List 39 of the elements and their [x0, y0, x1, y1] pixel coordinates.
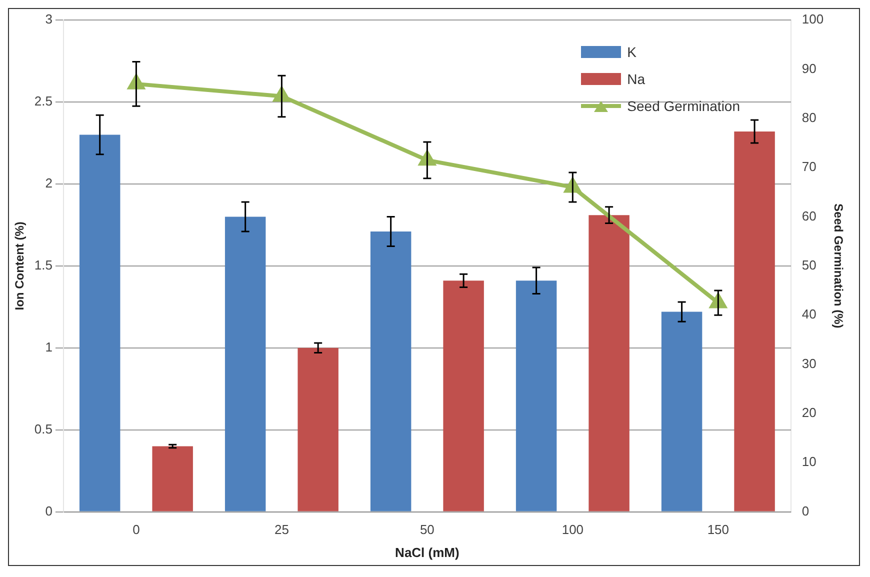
- legend-label: K: [627, 44, 636, 60]
- bar: [224, 216, 266, 512]
- y-tick-label: 2.5: [34, 94, 52, 109]
- y2-tick-label: 50: [802, 257, 816, 272]
- y2-tick-label: 100: [802, 12, 824, 27]
- y2-tick-label: 90: [802, 60, 816, 76]
- x-tick-label: 100: [562, 522, 584, 538]
- y2-tick-label: 80: [802, 110, 816, 125]
- bar: [79, 134, 120, 512]
- y2-tick-label: 70: [802, 159, 816, 174]
- bar: [588, 215, 630, 512]
- bar: [661, 312, 702, 512]
- y-tick-label: 3: [45, 12, 52, 27]
- bar: [516, 280, 557, 512]
- y2-tick-label: 40: [802, 306, 816, 322]
- bar: [152, 446, 193, 512]
- legend-label: Seed Germination: [627, 98, 740, 114]
- y2-tick-label: 0: [802, 503, 810, 518]
- bar: [443, 280, 484, 512]
- y2-tick-label: 60: [802, 208, 816, 224]
- bar: [298, 348, 338, 512]
- y2-tick-label: 30: [802, 356, 816, 371]
- y-tick-label: 1: [45, 339, 52, 354]
- bar: [370, 231, 412, 512]
- x-tick-label: 0: [132, 522, 140, 538]
- x-tick-label: 150: [707, 522, 730, 538]
- y-tick-label: 1.5: [34, 257, 52, 272]
- bar: [734, 131, 775, 512]
- x-axis-title: NaCl (mM): [395, 544, 460, 560]
- y-tick-label: 0.5: [34, 421, 52, 436]
- y-tick-label: 2: [45, 176, 52, 191]
- legend-label: Na: [627, 70, 646, 86]
- y-axis-title: Ion Content (%): [12, 222, 27, 310]
- y-tick-label: 0: [45, 503, 52, 518]
- y2-axis-title: Seed Germination (%): [831, 204, 846, 328]
- x-tick-label: 50: [420, 522, 434, 538]
- x-tick-label: 25: [274, 522, 289, 538]
- y2-tick-label: 10: [802, 454, 816, 470]
- y2-tick-label: 20: [802, 405, 816, 420]
